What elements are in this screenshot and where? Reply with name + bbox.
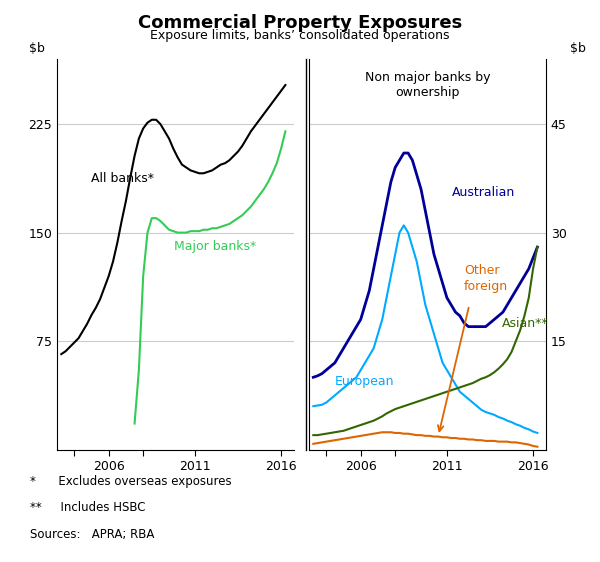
Text: *      Excludes overseas exposures: * Excludes overseas exposures [30,475,232,488]
Text: Other
foreign: Other foreign [464,265,508,293]
Text: Australian: Australian [452,187,515,200]
Text: $b: $b [570,42,586,55]
Text: Asian**: Asian** [502,316,548,330]
Text: Non major banks by
ownership: Non major banks by ownership [365,71,490,99]
Text: European: European [335,374,394,388]
Text: All banks*: All banks* [91,172,154,185]
Text: Exposure limits, banks’ consolidated operations: Exposure limits, banks’ consolidated ope… [150,29,450,42]
Text: Sources:   APRA; RBA: Sources: APRA; RBA [30,528,154,541]
Text: Major banks*: Major banks* [174,240,256,253]
Text: Commercial Property Exposures: Commercial Property Exposures [138,14,462,32]
Text: $b: $b [29,42,44,55]
Text: **     Includes HSBC: ** Includes HSBC [30,501,146,514]
